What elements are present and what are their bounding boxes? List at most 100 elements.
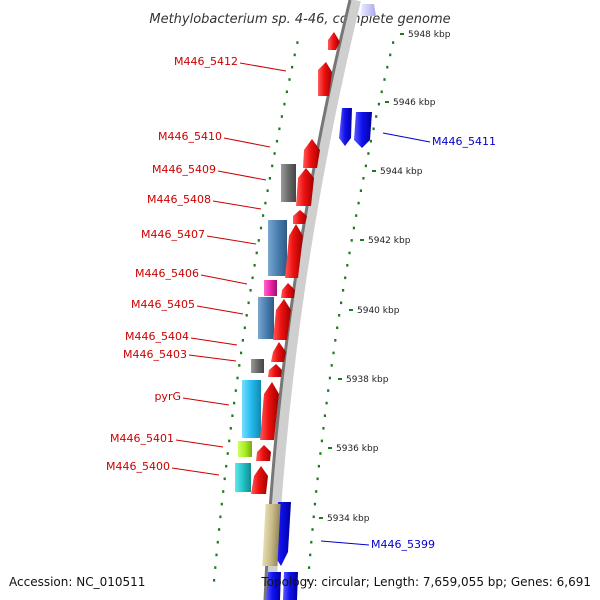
track-tick (352, 226, 355, 230)
track-tick (213, 579, 216, 582)
gene-label-M446_5407[interactable]: M446_5407 (141, 228, 205, 241)
gene-feature-M446_5411-a[interactable] (339, 108, 352, 146)
leader-line (196, 305, 244, 315)
leader-line (239, 62, 287, 72)
gene-feature-M446_5407[interactable] (268, 220, 287, 276)
right-tick-track (307, 41, 395, 582)
gene-feature-pyrG[interactable] (242, 380, 261, 438)
gene-label-M446_5410[interactable]: M446_5410 (158, 130, 222, 143)
track-tick (389, 53, 392, 57)
track-tick (308, 566, 311, 569)
track-tick (215, 553, 218, 557)
gene-label-M446_5400[interactable]: M446_5400 (106, 460, 170, 473)
leader-line (190, 337, 238, 346)
track-tick (380, 90, 383, 94)
leader-line (223, 137, 271, 148)
gene-feature-red-pyrG[interactable] (260, 382, 279, 440)
track-tick (266, 189, 269, 192)
track-tick (271, 164, 274, 168)
track-tick (273, 152, 276, 155)
gene-feature-red-5407[interactable] (285, 224, 303, 278)
kbp-label-5934: 5934 kbp (327, 514, 370, 524)
track-tick (375, 115, 378, 118)
track-tick (278, 127, 281, 131)
track-tick (319, 452, 322, 455)
gene-feature-M446_5412[interactable] (318, 62, 332, 96)
gene-label-M446_5404[interactable]: M446_5404 (125, 330, 189, 343)
track-tick (251, 276, 254, 280)
gene-feature-M446_5404[interactable] (271, 342, 286, 362)
gene-feature-tan[interactable] (262, 504, 281, 566)
leader-line (212, 200, 262, 210)
gene-feature-red-top[interactable] (328, 32, 340, 50)
forward-strand-features (235, 32, 340, 494)
track-tick (327, 389, 330, 392)
gene-label-M446_5399[interactable]: M446_5399 (371, 538, 435, 551)
kbp-label-5936: 5936 kbp (336, 444, 379, 454)
gene-label-M446_5403[interactable]: M446_5403 (123, 348, 187, 361)
gene-label-M446_5401[interactable]: M446_5401 (110, 432, 174, 445)
track-tick (315, 490, 318, 493)
track-tick (238, 364, 241, 367)
track-tick (334, 339, 337, 342)
track-tick (336, 326, 339, 330)
track-tick (262, 214, 265, 217)
gene-label-M446_5409[interactable]: M446_5409 (152, 163, 216, 176)
track-tick (219, 515, 222, 519)
track-tick (309, 553, 312, 557)
gene-feature-M446_5411-b[interactable] (354, 112, 372, 148)
gene-feature-M446_5401[interactable] (238, 441, 252, 457)
kbp-label-5940: 5940 kbp (357, 306, 400, 316)
gene-label-M446_5406[interactable]: M446_5406 (135, 267, 199, 280)
gene-feature-red-5403[interactable] (268, 364, 282, 377)
track-tick (328, 376, 331, 380)
track-tick (377, 102, 380, 106)
kbp-label-5942: 5942 kbp (368, 236, 411, 246)
track-tick (249, 289, 252, 292)
kbp-label-5946: 5946 kbp (393, 98, 436, 108)
gene-label-M446_5412[interactable]: M446_5412 (174, 55, 238, 68)
kbp-label-5938: 5938 kbp (346, 375, 389, 385)
track-tick (369, 139, 372, 143)
track-tick (322, 427, 325, 430)
leader-line (175, 439, 224, 448)
gene-feature-red-5405[interactable] (273, 299, 291, 340)
gene-feature-M446_5405[interactable] (258, 297, 274, 339)
track-tick (220, 502, 223, 506)
gene-label-M446_5408[interactable]: M446_5408 (147, 193, 211, 206)
track-tick (367, 152, 370, 155)
kbp-label-5948: 5948 kbp (408, 30, 451, 40)
track-tick (372, 127, 375, 131)
leader-line (382, 132, 431, 143)
gene-feature-bottom-blue[interactable] (266, 572, 281, 600)
gene-feature-red-5400[interactable] (251, 466, 268, 494)
track-tick (225, 464, 228, 468)
track-tick (317, 464, 320, 468)
gene-feature-M446_5400[interactable] (235, 463, 251, 492)
gene-labels: M446_5412 M446_5411 M446_5410 M446_5409 … (106, 55, 496, 551)
gene-feature-partial[interactable] (360, 4, 376, 16)
kbp-label-5944: 5944 kbp (380, 167, 423, 177)
gene-feature-red-5401[interactable] (256, 445, 271, 461)
track-tick (359, 189, 362, 192)
track-tick (268, 177, 271, 180)
track-tick (241, 339, 244, 342)
gene-feature-M446_5408[interactable] (293, 210, 307, 224)
track-tick (288, 78, 291, 81)
gene-feature-M446_5410[interactable] (303, 139, 320, 168)
gene-label-M446_5411[interactable]: M446_5411 (432, 135, 496, 148)
gene-feature-M446_5409[interactable] (281, 164, 296, 202)
track-tick (330, 364, 333, 367)
gene-feature-bottom-blue-2[interactable] (283, 572, 298, 600)
gene-label-pyrG[interactable]: pyrG (154, 390, 181, 403)
gene-feature-red-5409[interactable] (296, 168, 314, 206)
track-tick (253, 264, 256, 267)
gene-feature-M446_5406[interactable] (264, 280, 277, 296)
track-tick (346, 264, 349, 267)
gene-feature-red-5406[interactable] (281, 283, 295, 298)
leader-line (171, 467, 220, 476)
track-tick (296, 41, 299, 44)
gene-label-M446_5405[interactable]: M446_5405 (131, 298, 195, 311)
gene-feature-M446_5403[interactable] (251, 359, 264, 373)
map-title: Methylobacterium sp. 4-46, complete geno… (149, 12, 450, 27)
